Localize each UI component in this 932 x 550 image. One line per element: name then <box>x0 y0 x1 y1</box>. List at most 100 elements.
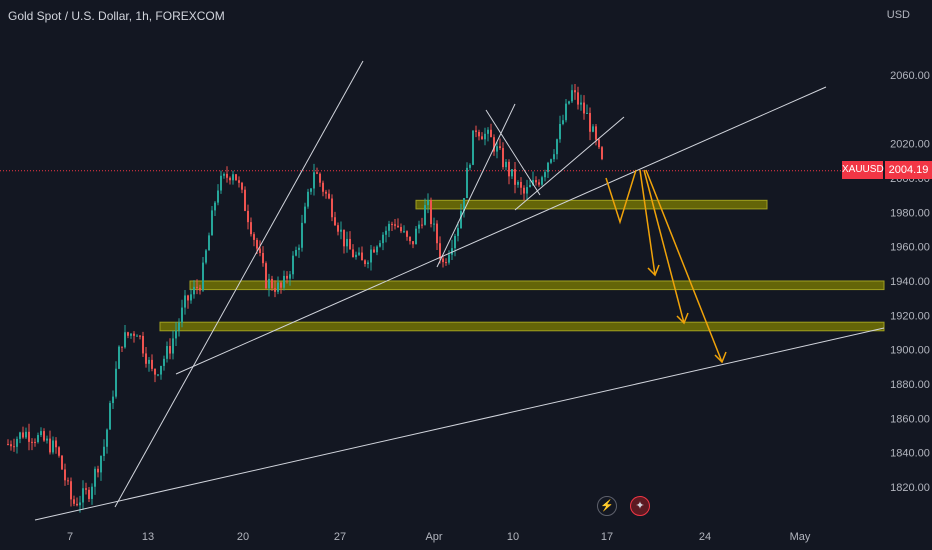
candle-body <box>79 502 81 506</box>
us-flag-icon[interactable]: ✦ <box>630 496 650 516</box>
candle-body <box>115 368 117 397</box>
candle-body <box>172 338 174 354</box>
candle-body <box>403 231 405 233</box>
candle-body <box>454 235 456 249</box>
candle-body <box>535 180 537 183</box>
candle-body <box>43 431 45 441</box>
candle-body <box>574 90 576 93</box>
candle-body <box>463 198 465 212</box>
candle-body <box>547 162 549 173</box>
candle-body <box>481 136 483 140</box>
trendline <box>114 60 364 508</box>
candle-body <box>70 481 72 500</box>
candle-body <box>505 161 507 168</box>
candle-body <box>217 190 219 203</box>
candle-body <box>118 346 120 369</box>
candle-body <box>526 187 528 194</box>
candle-body <box>193 286 195 295</box>
last-price-tag: 2004.19 <box>885 161 932 179</box>
candle-body <box>352 249 354 258</box>
candle-body <box>175 330 177 339</box>
candle-body <box>589 112 591 132</box>
candle-body <box>214 202 216 211</box>
candle-body <box>106 429 108 447</box>
candle-body <box>556 139 558 155</box>
candle-body <box>49 438 51 453</box>
candle-body <box>424 205 426 225</box>
y-tick-label: 1900.00 <box>890 345 930 357</box>
candle-body <box>148 359 150 364</box>
candle-body <box>328 193 330 199</box>
candle-body <box>301 222 303 248</box>
candle-body <box>31 441 33 443</box>
candle-body <box>19 432 21 439</box>
x-tick-label: 13 <box>142 531 154 543</box>
support-zone <box>189 280 885 291</box>
candle-body <box>103 446 105 456</box>
candle-body <box>541 177 543 185</box>
candle-body <box>544 172 546 178</box>
candle-body <box>460 211 462 229</box>
y-tick-label: 1840.00 <box>890 448 930 460</box>
candle-body <box>355 254 357 258</box>
candle-body <box>28 431 30 442</box>
candle-body <box>412 241 414 245</box>
candle-body <box>586 112 588 114</box>
candle-body <box>85 488 87 490</box>
candle-body <box>169 346 171 354</box>
candle-body <box>469 164 471 168</box>
candle-body <box>82 488 84 503</box>
candle-body <box>361 252 363 261</box>
candle-body <box>340 229 342 232</box>
candle-body <box>559 123 561 140</box>
candle-body <box>145 353 147 364</box>
candle-body <box>268 278 270 289</box>
candle-body <box>100 455 102 473</box>
candle-body <box>475 130 477 132</box>
candle-body <box>280 282 282 288</box>
candle-body <box>370 249 372 263</box>
candle-body <box>580 102 582 105</box>
candle-body <box>283 275 285 288</box>
candle-body <box>592 126 594 132</box>
candle-body <box>124 332 126 348</box>
x-tick-label: 24 <box>699 531 711 543</box>
candle-body <box>157 374 159 376</box>
candle-body <box>220 175 222 191</box>
candle-body <box>307 191 309 207</box>
candle-body <box>289 274 291 279</box>
candle-body <box>163 358 165 366</box>
candle-body <box>52 440 54 453</box>
candle-body <box>67 480 69 482</box>
candle-body <box>367 262 369 265</box>
candle-body <box>496 146 498 152</box>
candle-body <box>208 235 210 251</box>
y-tick-label: 1940.00 <box>890 276 930 288</box>
candle-body <box>232 174 234 181</box>
candle-body <box>349 238 351 250</box>
candle-body <box>433 223 435 225</box>
candle-body <box>571 90 573 102</box>
candle-body <box>595 126 597 140</box>
candle-body <box>457 228 459 236</box>
projection-path <box>643 169 685 324</box>
projection-arrowhead <box>714 351 727 364</box>
candle-body <box>13 446 15 448</box>
symbol-tag: XAUUSD <box>842 161 884 179</box>
candle-body <box>427 200 429 206</box>
lightning-icon[interactable]: ⚡ <box>597 496 617 516</box>
support-zone <box>159 321 885 332</box>
candle-body <box>451 248 453 255</box>
candle-body <box>25 431 27 438</box>
candle-body <box>400 227 402 232</box>
candle-body <box>388 223 390 231</box>
candle-body <box>244 189 246 211</box>
candle-body <box>409 236 411 242</box>
candle-body <box>421 224 423 226</box>
chart-title: Gold Spot / U.S. Dollar, 1h, FOREXCOM <box>8 9 225 23</box>
trendline <box>34 327 885 521</box>
candle-body <box>121 346 123 348</box>
candle-body <box>109 403 111 430</box>
candle-body <box>286 275 288 279</box>
